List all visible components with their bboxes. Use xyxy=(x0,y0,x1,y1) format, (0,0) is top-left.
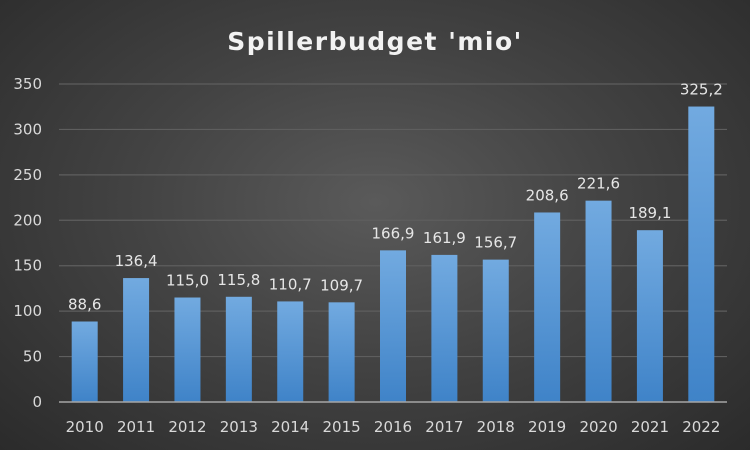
bar xyxy=(482,259,509,402)
bar xyxy=(174,297,201,402)
bar xyxy=(585,200,612,402)
y-tick-label: 0 xyxy=(32,393,42,411)
y-tick-label: 200 xyxy=(13,211,42,229)
bar xyxy=(71,321,98,402)
y-tick-label: 300 xyxy=(13,120,42,138)
data-label: 325,2 xyxy=(680,81,723,99)
bar xyxy=(225,296,252,402)
chart-title: Spillerbudget 'mio' xyxy=(227,27,523,56)
y-tick-label: 350 xyxy=(13,75,42,93)
data-label: 156,7 xyxy=(474,234,517,252)
bar xyxy=(328,302,355,402)
x-tick-label: 2013 xyxy=(220,418,258,436)
data-label: 136,4 xyxy=(115,252,158,270)
x-tick-label: 2010 xyxy=(66,418,104,436)
data-label: 161,9 xyxy=(423,229,466,247)
data-label: 88,6 xyxy=(68,296,101,314)
data-label: 110,7 xyxy=(269,275,312,293)
data-label: 115,8 xyxy=(217,271,260,289)
bar xyxy=(431,254,458,402)
x-tick-label: 2021 xyxy=(631,418,669,436)
bar xyxy=(380,250,406,402)
data-label: 221,6 xyxy=(577,175,620,193)
data-label: 166,9 xyxy=(372,224,415,242)
x-tick-label: 2016 xyxy=(374,418,412,436)
bar xyxy=(636,230,663,402)
x-tick-label: 2015 xyxy=(323,418,361,436)
x-tick-label: 2012 xyxy=(168,418,206,436)
data-label: 109,7 xyxy=(320,276,363,294)
x-tick-label: 2017 xyxy=(425,418,463,436)
x-tick-label: 2020 xyxy=(579,418,617,436)
data-label: 189,1 xyxy=(628,204,671,222)
data-label: 115,0 xyxy=(166,272,209,290)
y-tick-label: 50 xyxy=(23,348,42,366)
bar xyxy=(688,106,715,403)
x-tick-label: 2022 xyxy=(682,418,720,436)
x-tick-label: 2014 xyxy=(271,418,309,436)
y-tick-label: 150 xyxy=(13,257,42,275)
y-tick-label: 100 xyxy=(13,302,42,320)
x-tick-label: 2019 xyxy=(528,418,566,436)
x-tick-label: 2018 xyxy=(477,418,515,436)
data-label: 208,6 xyxy=(526,186,569,204)
bar xyxy=(123,278,150,402)
y-tick-label: 250 xyxy=(13,166,42,184)
bar xyxy=(534,212,561,402)
bar xyxy=(277,301,304,402)
x-tick-label: 2011 xyxy=(117,418,155,436)
